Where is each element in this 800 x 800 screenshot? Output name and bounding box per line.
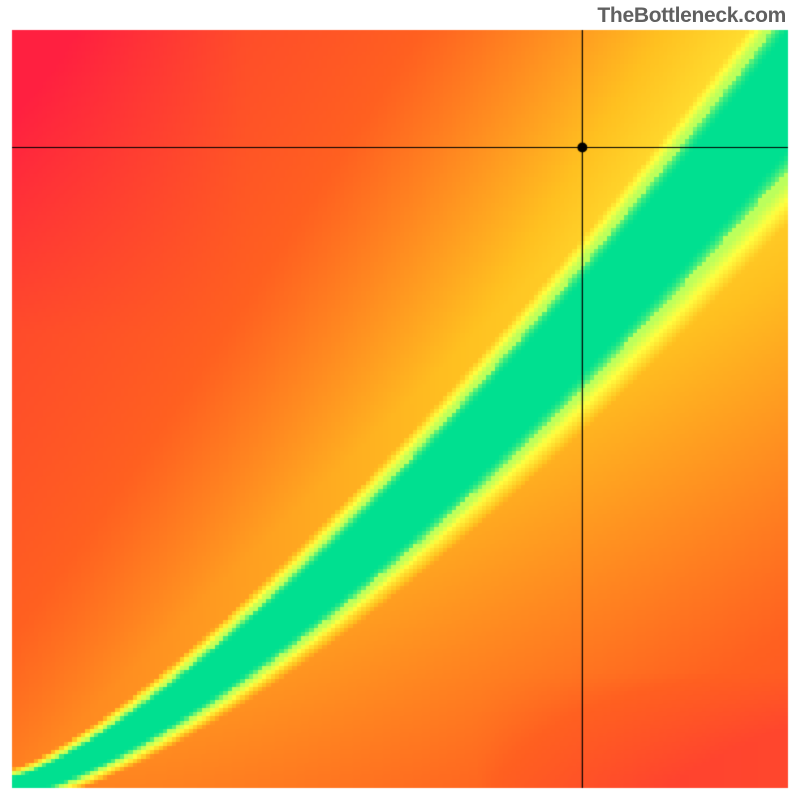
heatmap-canvas [0,0,800,800]
chart-container: TheBottleneck.com [0,0,800,800]
watermark-text: TheBottleneck.com [597,4,786,28]
